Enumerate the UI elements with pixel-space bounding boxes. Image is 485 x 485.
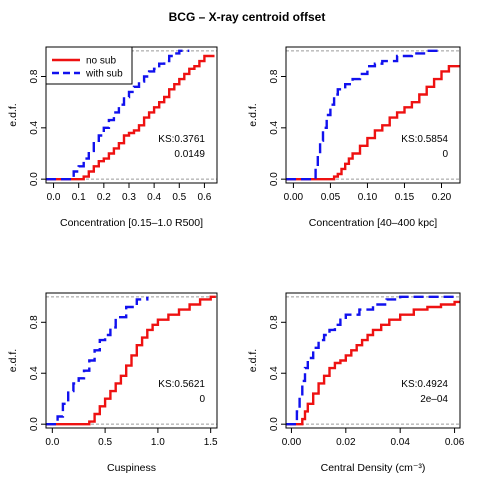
with-sub-series-line (286, 49, 442, 181)
ks-statistic: KS:0.5854 (401, 134, 448, 145)
panel-4: 0.00 0.02 0.04 0.06 0.0 0.4 0.8 Central Density… (247, 292, 465, 474)
panel-3: 0.0 0.5 1.0 1.5 0.0 0.4 0.8 Cuspiness e.d.f. KS:0… (7, 292, 218, 474)
x-tick-label: 0.6 (197, 192, 211, 203)
ks-p-value: 0 (199, 394, 205, 405)
y-axis-label: e.d.f. (7, 349, 19, 372)
y-axis-label: e.d.f. (247, 349, 259, 372)
legend-box (45, 46, 133, 85)
x-tick-label: 0.5 (172, 192, 186, 203)
plot-frame (285, 292, 461, 429)
ks-statistic: KS:0.5621 (158, 379, 205, 390)
no-sub-series-line (46, 295, 216, 426)
y-tick-label: 0.0 (29, 172, 40, 186)
x-tick-label: 0.0 (45, 437, 59, 448)
x-axis-label: Central Density (cm⁻³) (321, 462, 426, 474)
y-axis-label: e.d.f. (247, 103, 259, 126)
y-tick-label: 0.8 (29, 69, 40, 83)
y-tick-label: 0.8 (29, 315, 40, 329)
x-tick-label: 0.4 (147, 192, 161, 203)
legend-label: with sub (85, 69, 123, 80)
x-axis-label: Cuspiness (107, 462, 156, 474)
legend-label: no sub (86, 56, 116, 67)
x-tick-label: 0.00 (282, 437, 302, 448)
y-tick-label: 0.4 (269, 366, 280, 380)
x-tick-label: 0.2 (97, 192, 111, 203)
with-sub-series-line (46, 49, 190, 181)
no-sub-series-line (286, 300, 460, 426)
x-axis-label: Concentration [0.15–1.0 R500] (60, 217, 203, 229)
x-tick-label: 0.04 (390, 437, 410, 448)
y-tick-label: 0.4 (29, 366, 40, 380)
x-tick-label: 0.0 (47, 192, 61, 203)
with-sub-series-line (46, 296, 149, 426)
x-tick-label: 0.3 (122, 192, 136, 203)
plot-frame (285, 46, 461, 184)
x-tick-label: 0.5 (98, 437, 112, 448)
panel-2: 0.00 0.05 0.10 0.15 0.20 0.0 0.4 0.8 Concentrati… (247, 46, 461, 229)
ks-p-value: 0.0149 (174, 149, 205, 160)
ks-statistic: KS:0.3761 (158, 134, 205, 145)
x-tick-label: 0.20 (432, 192, 452, 203)
no-sub-series-line (286, 65, 460, 181)
y-tick-label: 0.0 (269, 417, 280, 431)
y-axis-label: e.d.f. (7, 103, 19, 126)
x-tick-label: 0.05 (321, 192, 341, 203)
y-tick-label: 0.4 (29, 120, 40, 134)
ks-p-value: 2e–04 (420, 394, 448, 405)
x-tick-label: 0.06 (445, 437, 465, 448)
ks-p-value: 0 (442, 149, 448, 160)
x-tick-label: 0.1 (72, 192, 86, 203)
y-tick-label: 0.0 (29, 417, 40, 431)
x-tick-label: 0.02 (336, 437, 356, 448)
panel-1: 0.0 0.1 0.2 0.3 0.4 0.5 0.6 0.0 0.4 0.8 Concentrat… (7, 46, 218, 229)
ks-statistic: KS:0.4924 (401, 379, 448, 390)
x-tick-label: 0.10 (358, 192, 378, 203)
x-tick-label: 0.00 (284, 192, 304, 203)
x-axis-label: Concentration [40–400 kpc] (309, 217, 438, 229)
with-sub-series-line (286, 295, 455, 426)
x-tick-label: 1.5 (204, 437, 218, 448)
y-tick-label: 0.8 (269, 315, 280, 329)
x-tick-label: 1.0 (151, 437, 165, 448)
figure-title: BCG – X-ray centroid offset (169, 10, 326, 24)
y-tick-label: 0.4 (269, 120, 280, 134)
x-tick-label: 0.15 (395, 192, 415, 203)
no-sub-series-line (46, 54, 215, 181)
y-tick-label: 0.8 (269, 69, 280, 83)
panels: 0.0 0.1 0.2 0.3 0.4 0.5 0.6 0.0 0.4 0.8 Concentrat… (7, 46, 465, 474)
y-tick-label: 0.0 (269, 172, 280, 186)
legend: no sub with sub (45, 46, 133, 85)
plot-frame (45, 292, 218, 429)
